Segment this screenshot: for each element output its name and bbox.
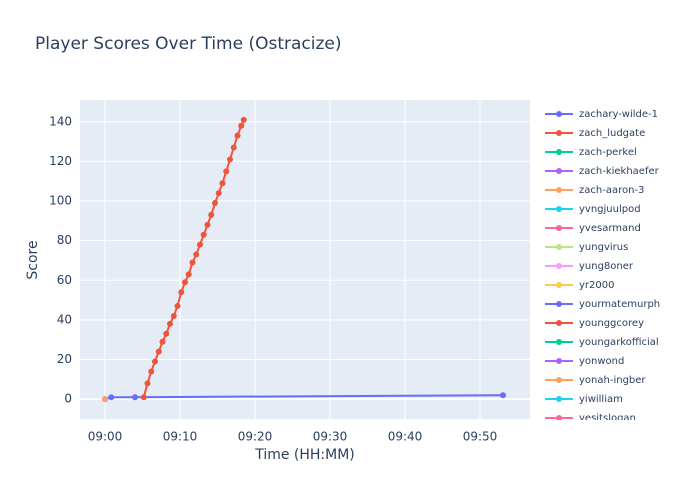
legend-marker <box>556 149 562 155</box>
data-point <box>167 320 173 327</box>
legend-label: yonah-ingber <box>579 375 646 386</box>
legend-marker <box>556 301 562 307</box>
y-tick-label: 120 <box>49 154 72 168</box>
y-tick-label: 100 <box>49 194 72 208</box>
data-point <box>189 259 196 266</box>
data-point <box>170 312 177 319</box>
legend-label: yungvirus <box>579 242 628 253</box>
y-tick-label: 0 <box>64 392 72 406</box>
legend-marker <box>556 320 562 326</box>
legend-marker <box>556 415 562 420</box>
x-tick-label: 09:30 <box>313 430 348 444</box>
data-point <box>148 368 155 375</box>
legend-label: zach-aaron-3 <box>579 185 644 196</box>
data-point <box>152 358 158 365</box>
data-point <box>234 132 241 139</box>
data-point <box>182 279 188 286</box>
legend-label: yiwilliam <box>579 394 623 405</box>
legend-marker <box>556 168 562 174</box>
x-tick-label: 09:50 <box>463 430 498 444</box>
y-tick-label: 20 <box>57 352 72 366</box>
data-point <box>223 168 230 175</box>
data-point <box>144 380 151 387</box>
data-point <box>163 330 170 337</box>
x-tick-label: 09:40 <box>388 430 423 444</box>
x-tick-label: 09:20 <box>238 430 273 444</box>
series-line <box>104 394 504 401</box>
plot-area <box>80 100 530 419</box>
legend-marker <box>556 263 562 269</box>
y-tick-label: 80 <box>57 233 72 247</box>
data-point <box>132 394 138 401</box>
legend-marker <box>556 111 562 117</box>
data-point <box>238 122 245 129</box>
data-point <box>178 289 185 296</box>
legend-label: yvngjuulpod <box>579 204 641 215</box>
data-point <box>159 338 166 345</box>
legend-label: youngarkofficial <box>579 337 659 348</box>
data-point <box>208 211 215 218</box>
data-point <box>197 241 203 248</box>
legend-marker <box>556 358 562 364</box>
x-tick-label: 09:10 <box>163 430 198 444</box>
data-point <box>200 231 207 238</box>
legend-marker <box>556 130 562 136</box>
data-point <box>108 394 115 401</box>
legend-label: zachary-wilde-1 <box>579 109 658 120</box>
data-point <box>230 144 237 151</box>
data-point <box>193 251 200 258</box>
y-tick-label: 60 <box>57 273 72 287</box>
data-point <box>204 221 211 228</box>
data-point <box>140 394 147 401</box>
legend-label: zach_ludgate <box>579 128 645 139</box>
data-point <box>219 180 226 187</box>
data-point <box>155 348 162 355</box>
legend-marker <box>556 282 562 288</box>
legend-label: yonwond <box>579 356 624 367</box>
series-line <box>142 119 245 398</box>
data-point <box>102 396 108 403</box>
y-tick-label: 140 <box>49 114 72 128</box>
legend-label: yourmatemurph <box>579 299 660 310</box>
legend-marker <box>556 225 562 231</box>
y-axis-title: Score <box>25 240 41 279</box>
legend-marker <box>556 396 562 402</box>
data-point <box>240 116 247 123</box>
legend-label: yr2000 <box>579 280 614 291</box>
legend-marker <box>556 187 562 193</box>
data-point <box>185 271 192 278</box>
x-tick-label: 09:00 <box>88 430 123 444</box>
legend-label: yung8oner <box>579 261 634 272</box>
legend-label: younggcorey <box>579 318 644 329</box>
legend-label: zach-perkel <box>579 147 637 158</box>
data-point <box>212 200 218 207</box>
legend-label: yvesarmand <box>579 223 641 234</box>
data-point <box>174 303 181 310</box>
legend-marker <box>556 377 562 383</box>
legend-marker <box>556 206 562 212</box>
data-point <box>227 156 233 163</box>
y-tick-label: 40 <box>57 312 72 326</box>
data-point <box>500 392 506 399</box>
legend-label: yesitslogan <box>579 413 636 424</box>
legend: zachary-wilde-1 zach_ludgate zach-perkel za… <box>545 109 660 424</box>
legend-marker <box>556 339 562 345</box>
data-point <box>215 190 222 197</box>
x-axis-title: Time (HH:MM) <box>254 447 355 463</box>
legend-label: zach-kiekhaefer <box>579 166 660 177</box>
chart-title: Player Scores Over Time (Ostracize) <box>35 34 342 54</box>
legend-marker <box>556 244 562 250</box>
